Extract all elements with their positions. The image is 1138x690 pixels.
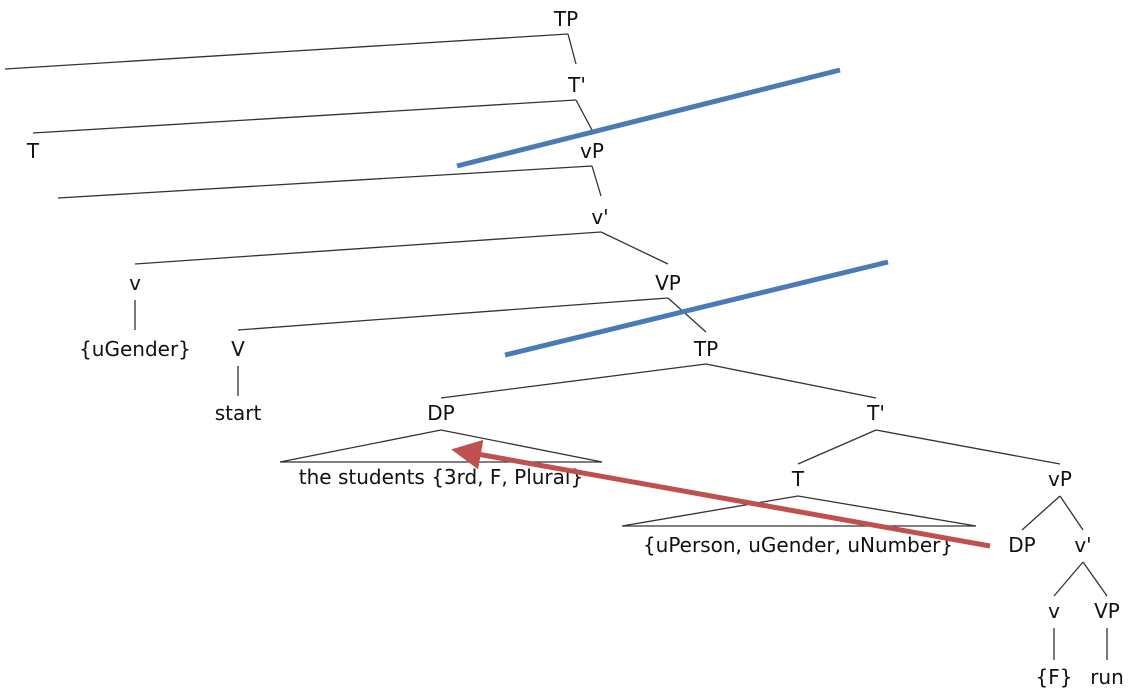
node-the-students: the students {3rd, F, Plural} (299, 465, 583, 489)
node-vp-small-top: vP (580, 139, 604, 163)
edge-vbar-v-low (1053, 561, 1084, 597)
node-run: run (1090, 665, 1124, 689)
node-v-embedded: v (1048, 599, 1060, 623)
triangle-dp-subject (279, 429, 603, 463)
node-vbar-embedded: v' (1074, 533, 1091, 557)
node-tp-top: TP (553, 7, 578, 31)
node-vp-small-embedded: vP (1048, 467, 1072, 491)
node-ugender: {uGender} (79, 337, 191, 361)
node-tbar-embedded: T' (866, 401, 885, 425)
edge-Tbar-vP (875, 429, 1061, 465)
node-tp-embedded: TP (693, 337, 718, 361)
node-VP-top: VP (655, 271, 681, 295)
node-uperson: {uPerson, uGender, uNumber} (643, 533, 953, 557)
edge-tbar-vp (575, 99, 593, 131)
edge-TP-DP (440, 363, 707, 399)
edge-tp-left (4, 33, 569, 70)
node-v-top: v (129, 271, 141, 295)
edge-TP-Tbar (705, 363, 877, 399)
node-VP-embedded: VP (1094, 599, 1120, 623)
tree-nodes: TP T' T vP v' v VP {uGender} V TP start … (26, 7, 1124, 689)
phase-line-upper (456, 67, 841, 169)
edge-vbar-VP (600, 231, 669, 265)
edge-tp-tbar (567, 33, 577, 65)
node-start: start (215, 401, 262, 425)
movement-arrow (451, 439, 991, 549)
node-vbar-top: v' (591, 205, 608, 229)
node-tbar-top: T' (567, 73, 586, 97)
triangle-t-features (621, 495, 977, 527)
node-V-top: V (231, 337, 245, 361)
node-dp-trace: DP (1008, 533, 1035, 557)
node-dp-subject: DP (427, 401, 454, 425)
node-t-embedded: T (791, 467, 805, 491)
edge-vp-left (57, 165, 593, 199)
edge-VP-TP (667, 297, 707, 333)
phase-line-lower (504, 259, 889, 358)
edge-VP-V (237, 297, 669, 331)
tree-edges (4, 33, 1108, 660)
edge-Tbar-T (797, 429, 877, 465)
edge-vp-vbar (591, 165, 602, 197)
edge-tbar-t (32, 99, 577, 134)
edge-vP-DP (1021, 495, 1061, 531)
edge-vP-vbar (1059, 495, 1084, 531)
node-t-top: T (26, 139, 40, 163)
edge-vbar-v (134, 231, 602, 265)
node-f-feature: {F} (1036, 665, 1073, 689)
edge-vbar-VP-low (1082, 561, 1108, 597)
